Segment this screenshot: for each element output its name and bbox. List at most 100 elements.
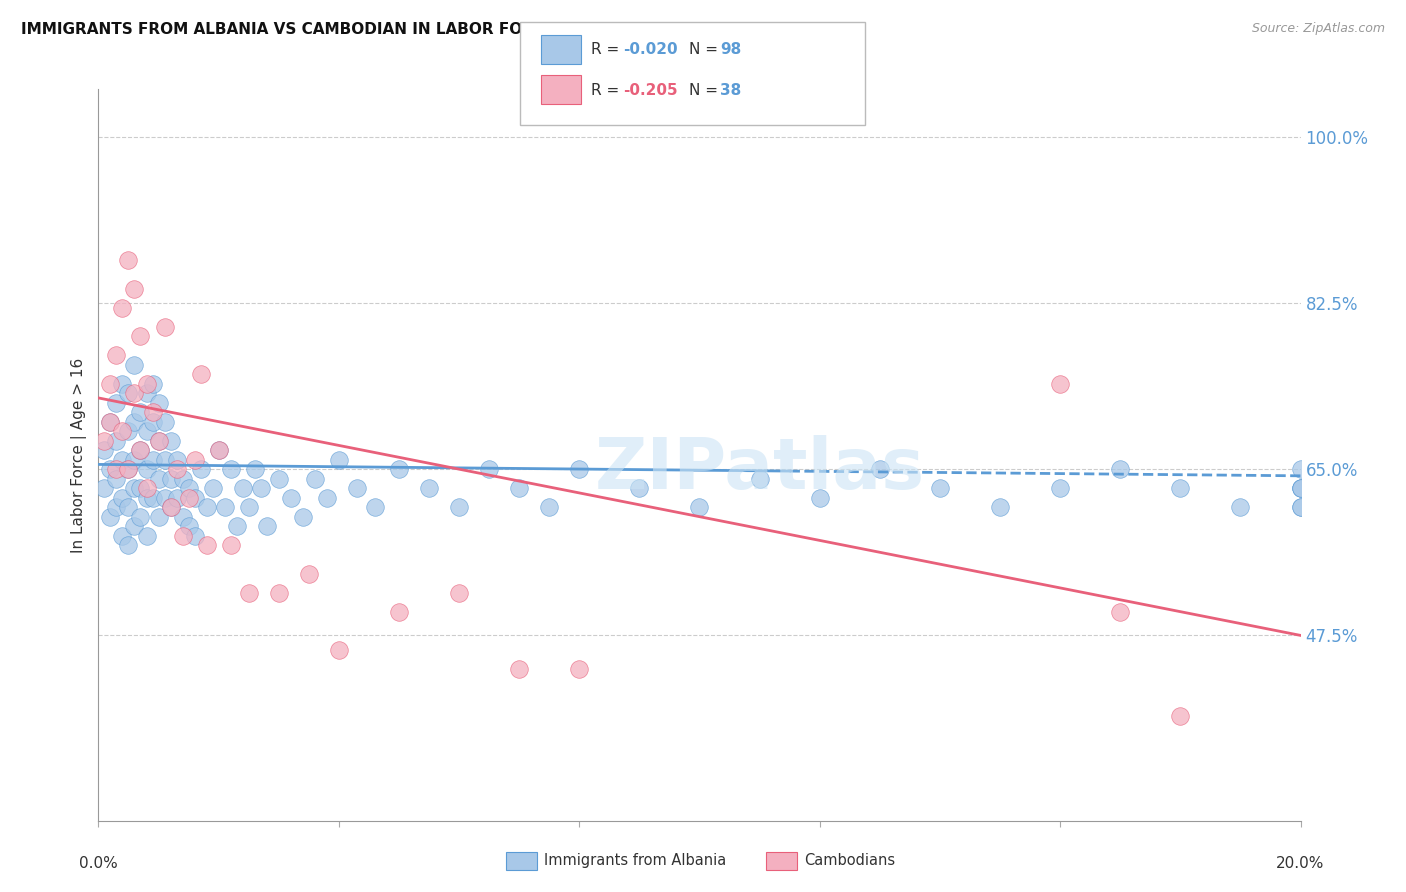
Text: Source: ZipAtlas.com: Source: ZipAtlas.com — [1251, 22, 1385, 36]
Point — [869, 462, 891, 476]
Point — [100, 462, 122, 476]
Point — [135, 462, 157, 476]
Point — [135, 481, 157, 495]
Point — [124, 358, 146, 372]
Point — [100, 415, 122, 429]
Point — [388, 462, 411, 476]
Point — [129, 405, 152, 419]
Point — [447, 585, 470, 599]
Point — [105, 500, 128, 515]
Point — [135, 529, 157, 543]
Point — [148, 395, 170, 409]
Point — [141, 491, 163, 505]
Point — [124, 282, 146, 296]
Point — [129, 329, 152, 343]
Point — [1289, 500, 1312, 515]
Point — [105, 348, 128, 362]
Point — [568, 462, 591, 476]
Point — [195, 500, 218, 515]
Text: N =: N = — [689, 43, 723, 57]
Point — [315, 491, 337, 505]
Point — [141, 376, 163, 391]
Text: N =: N = — [689, 83, 723, 97]
Text: 38: 38 — [720, 83, 741, 97]
Point — [166, 452, 188, 467]
Point — [117, 462, 139, 476]
Point — [201, 481, 224, 495]
Point — [117, 500, 139, 515]
Point — [1229, 500, 1251, 515]
Point — [225, 519, 247, 533]
Point — [291, 509, 314, 524]
Point — [105, 434, 128, 448]
Point — [508, 662, 530, 676]
Text: R =: R = — [591, 83, 624, 97]
Y-axis label: In Labor Force | Age > 16: In Labor Force | Age > 16 — [72, 358, 87, 552]
Point — [238, 585, 260, 599]
Point — [689, 500, 711, 515]
Point — [105, 472, 128, 486]
Point — [111, 529, 134, 543]
Point — [111, 424, 134, 438]
Point — [135, 386, 157, 401]
Point — [219, 462, 242, 476]
Point — [208, 443, 231, 458]
Point — [153, 491, 176, 505]
Point — [238, 500, 260, 515]
Point — [267, 585, 290, 599]
Point — [129, 481, 152, 495]
Point — [129, 509, 152, 524]
Point — [124, 519, 146, 533]
Point — [304, 472, 326, 486]
Point — [364, 500, 387, 515]
Text: 0.0%: 0.0% — [79, 856, 118, 871]
Point — [183, 491, 205, 505]
Point — [105, 462, 128, 476]
Point — [328, 452, 350, 467]
Point — [388, 605, 411, 619]
Point — [808, 491, 831, 505]
Point — [298, 566, 321, 581]
Point — [135, 424, 157, 438]
Point — [111, 491, 134, 505]
Point — [628, 481, 651, 495]
Point — [93, 434, 115, 448]
Point — [328, 642, 350, 657]
Text: ZIPatlas: ZIPatlas — [595, 435, 925, 504]
Point — [346, 481, 368, 495]
Point — [153, 415, 176, 429]
Text: Cambodians: Cambodians — [804, 854, 896, 868]
Point — [172, 509, 194, 524]
Point — [568, 662, 591, 676]
Point — [100, 376, 122, 391]
Point — [478, 462, 501, 476]
Point — [183, 452, 205, 467]
Point — [256, 519, 278, 533]
Point — [190, 462, 212, 476]
Point — [148, 472, 170, 486]
Point — [166, 491, 188, 505]
Point — [111, 376, 134, 391]
Text: 98: 98 — [720, 43, 741, 57]
Point — [117, 253, 139, 268]
Point — [988, 500, 1011, 515]
Point — [100, 509, 122, 524]
Point — [141, 452, 163, 467]
Point — [1289, 481, 1312, 495]
Point — [124, 481, 146, 495]
Point — [117, 462, 139, 476]
Text: IMMIGRANTS FROM ALBANIA VS CAMBODIAN IN LABOR FORCE | AGE > 16 CORRELATION CHART: IMMIGRANTS FROM ALBANIA VS CAMBODIAN IN … — [21, 22, 839, 38]
Point — [208, 443, 231, 458]
Text: -0.205: -0.205 — [623, 83, 678, 97]
Point — [124, 415, 146, 429]
Point — [100, 415, 122, 429]
Point — [267, 472, 290, 486]
Point — [153, 319, 176, 334]
Text: Immigrants from Albania: Immigrants from Albania — [544, 854, 727, 868]
Point — [159, 500, 181, 515]
Point — [508, 481, 530, 495]
Point — [177, 491, 200, 505]
Point — [111, 301, 134, 315]
Point — [249, 481, 271, 495]
Point — [141, 415, 163, 429]
